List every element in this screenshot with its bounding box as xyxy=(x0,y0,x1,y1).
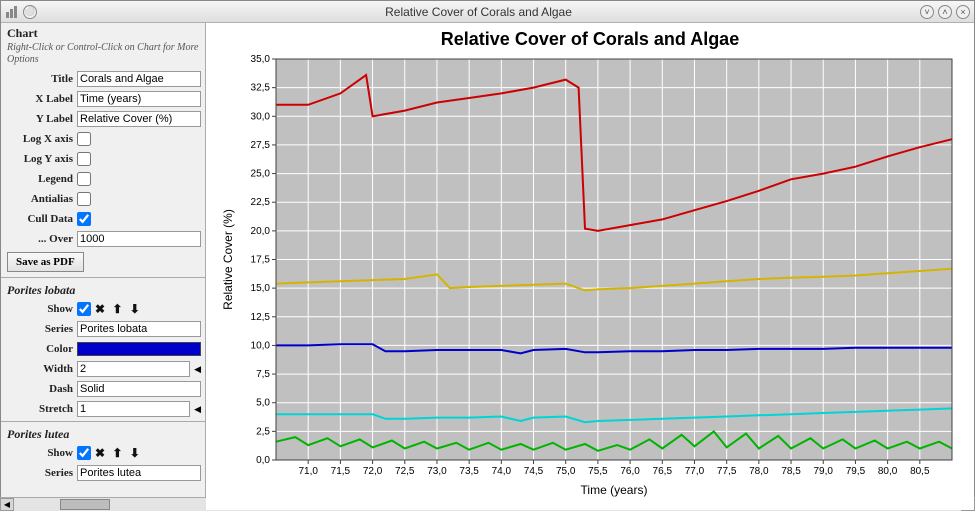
antialias-checkbox[interactable] xyxy=(77,192,91,206)
title-input[interactable] xyxy=(77,71,201,87)
window-title: Relative Cover of Corals and Algae xyxy=(37,5,920,19)
spinner-icon[interactable]: ◀ xyxy=(194,364,201,375)
svg-text:2,5: 2,5 xyxy=(256,426,270,437)
close-icon[interactable]: × xyxy=(956,5,970,19)
series-0-dash-label: Dash xyxy=(5,383,73,395)
series-0-dash-input[interactable] xyxy=(77,381,201,397)
series-0-color-label: Color xyxy=(5,343,73,355)
svg-text:15,0: 15,0 xyxy=(251,283,271,294)
series-1-series-label: Series xyxy=(5,467,73,479)
svg-text:20,0: 20,0 xyxy=(251,226,271,237)
series-0-series-input[interactable] xyxy=(77,321,201,337)
series-1-series-input[interactable] xyxy=(77,465,201,481)
save-pdf-button[interactable]: Save as PDF xyxy=(7,252,84,272)
scroll-thumb[interactable] xyxy=(60,499,110,510)
svg-text:80,0: 80,0 xyxy=(878,466,898,477)
svg-text:71,0: 71,0 xyxy=(298,466,318,477)
svg-text:74,5: 74,5 xyxy=(524,466,544,477)
series-1-show-checkbox[interactable] xyxy=(77,446,91,460)
sidebar-scrollbar[interactable]: ◀ ▶ xyxy=(1,497,206,510)
svg-text:77,5: 77,5 xyxy=(717,466,737,477)
xlabel-label: X Label xyxy=(5,93,73,105)
spinner-icon[interactable]: ◀ xyxy=(194,404,201,415)
series-0-stretch-input[interactable] xyxy=(77,401,190,417)
series-0-series-label: Series xyxy=(5,323,73,335)
svg-text:Time (years): Time (years) xyxy=(581,483,648,497)
svg-text:25,0: 25,0 xyxy=(251,169,271,180)
svg-text:76,5: 76,5 xyxy=(653,466,673,477)
app-icon xyxy=(5,5,19,19)
series-0-color-swatch[interactable] xyxy=(77,342,201,356)
logy-label: Log Y axis xyxy=(5,153,73,165)
series-1-action-icons[interactable]: ✖ ⬆ ⬇ xyxy=(95,446,142,460)
chart-svg: 0,0 2,5 5,0 7,5 10,0 12,5 15,0 17,5 20,0 22,5 25,0… xyxy=(218,53,962,500)
series-1-title: Porites lutea xyxy=(1,424,205,443)
svg-text:79,0: 79,0 xyxy=(814,466,834,477)
antialias-label: Antialias xyxy=(5,193,73,205)
app-window: ⚪ Relative Cover of Corals and Algae ˅ ˄… xyxy=(0,0,975,511)
svg-text:32,5: 32,5 xyxy=(251,83,271,94)
xlabel-input[interactable] xyxy=(77,91,201,107)
series-0-action-icons[interactable]: ✖ ⬆ ⬇ xyxy=(95,302,142,316)
scroll-left-icon[interactable]: ◀ xyxy=(1,498,14,510)
logx-checkbox[interactable] xyxy=(77,132,91,146)
titlebar: ⚪ Relative Cover of Corals and Algae ˅ ˄… xyxy=(1,1,974,23)
svg-text:72,0: 72,0 xyxy=(363,466,383,477)
svg-text:Relative Cover (%): Relative Cover (%) xyxy=(221,209,235,310)
logx-label: Log X axis xyxy=(5,133,73,145)
series-0-title: Porites lobata xyxy=(1,280,205,299)
svg-text:79,5: 79,5 xyxy=(846,466,866,477)
svg-text:71,5: 71,5 xyxy=(331,466,351,477)
culldata-label: Cull Data xyxy=(5,213,73,225)
svg-text:7,5: 7,5 xyxy=(256,369,270,380)
svg-text:74,0: 74,0 xyxy=(492,466,512,477)
culldata-checkbox[interactable] xyxy=(77,212,91,226)
series-0-width-input[interactable] xyxy=(77,361,190,377)
legend-label: Legend xyxy=(5,173,73,185)
svg-text:5,0: 5,0 xyxy=(256,398,270,409)
svg-text:27,5: 27,5 xyxy=(251,140,271,151)
chart-area[interactable]: Relative Cover of Corals and Algae 0,0 2,… xyxy=(206,23,974,510)
series-1-show-label: Show xyxy=(5,447,73,459)
svg-text:78,5: 78,5 xyxy=(781,466,801,477)
logy-checkbox[interactable] xyxy=(77,152,91,166)
series-0-show-label: Show xyxy=(5,303,73,315)
svg-text:78,0: 78,0 xyxy=(749,466,769,477)
svg-text:10,0: 10,0 xyxy=(251,340,271,351)
chart-title: Relative Cover of Corals and Algae xyxy=(212,29,968,50)
svg-text:12,5: 12,5 xyxy=(251,312,271,323)
svg-text:77,0: 77,0 xyxy=(685,466,705,477)
svg-text:75,0: 75,0 xyxy=(556,466,576,477)
svg-text:80,5: 80,5 xyxy=(910,466,930,477)
ylabel-input[interactable] xyxy=(77,111,201,127)
svg-text:0,0: 0,0 xyxy=(256,455,270,466)
svg-text:30,0: 30,0 xyxy=(251,111,271,122)
menu-icon[interactable]: ⚪ xyxy=(23,5,37,19)
chart-section-header: Chart xyxy=(1,23,205,41)
svg-text:72,5: 72,5 xyxy=(395,466,415,477)
over-label: ... Over xyxy=(5,233,73,245)
maximize-icon[interactable]: ˄ xyxy=(938,5,952,19)
series-0-stretch-label: Stretch xyxy=(5,403,73,415)
svg-text:75,5: 75,5 xyxy=(588,466,608,477)
svg-text:73,0: 73,0 xyxy=(427,466,447,477)
svg-text:17,5: 17,5 xyxy=(251,255,271,266)
minimize-icon[interactable]: ˅ xyxy=(920,5,934,19)
legend-checkbox[interactable] xyxy=(77,172,91,186)
over-input[interactable] xyxy=(77,231,201,247)
svg-text:76,0: 76,0 xyxy=(620,466,640,477)
svg-text:73,5: 73,5 xyxy=(459,466,479,477)
sidebar: Chart Right-Click or Control-Click on Ch… xyxy=(1,23,206,510)
chart-hint: Right-Click or Control-Click on Chart fo… xyxy=(1,41,205,69)
svg-text:22,5: 22,5 xyxy=(251,197,271,208)
series-0-width-label: Width xyxy=(5,363,73,375)
svg-text:35,0: 35,0 xyxy=(251,54,271,65)
ylabel-label: Y Label xyxy=(5,113,73,125)
title-label: Title xyxy=(5,73,73,85)
series-0-show-checkbox[interactable] xyxy=(77,302,91,316)
